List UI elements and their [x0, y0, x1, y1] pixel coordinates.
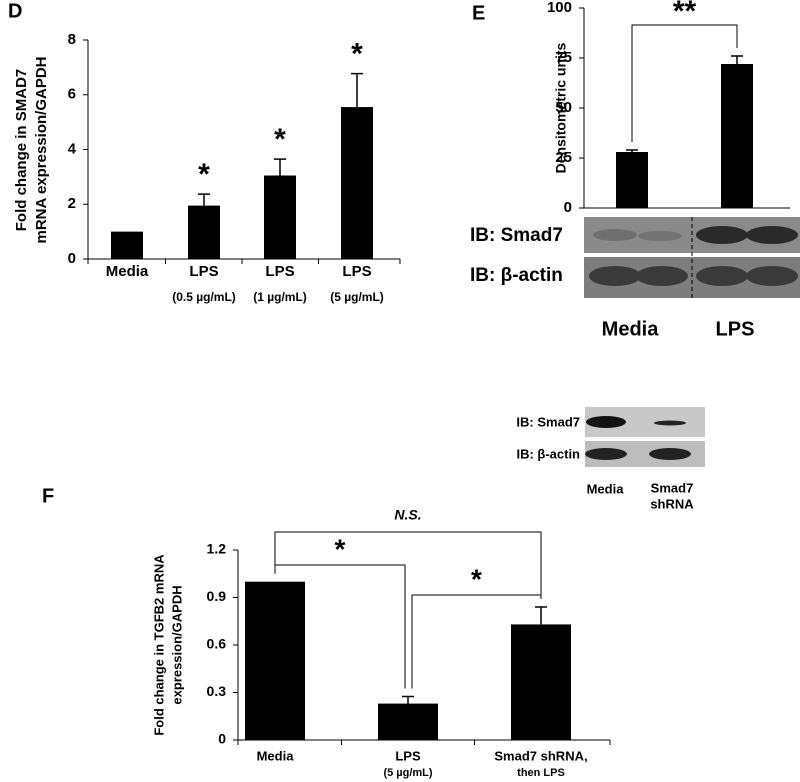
blot-inset: IB: Smad7 IB: β-actin Media Smad7 shRNA [516, 407, 705, 511]
lane-label: shRNA [650, 496, 694, 511]
significance-mark: * [351, 38, 363, 71]
comparison-label: N.S. [394, 507, 421, 523]
error-bar [731, 55, 743, 64]
y-tick-label: 0.6 [207, 636, 227, 652]
y-tick-label: 0 [68, 250, 76, 267]
y-tick-label: 75 [555, 49, 572, 66]
error-bar [274, 158, 286, 176]
y-tick-label: 4 [68, 140, 77, 157]
bar [511, 624, 571, 740]
y-axis-label: Fold change in TGFB2 mRNA [151, 554, 166, 736]
y-tick-label: 1.2 [207, 541, 227, 557]
x-tick-label: LPS [265, 263, 294, 280]
bar [616, 152, 648, 208]
x-tick-label: Smad7 shRNA, [494, 748, 587, 763]
panel-letter: E [472, 2, 485, 24]
error-bar [535, 606, 547, 625]
lane-label: LPS [716, 318, 755, 340]
x-tick-label: Media [257, 748, 295, 763]
y-tick-label: 100 [547, 0, 572, 16]
y-axis-label: expression/GAPDH [169, 585, 184, 704]
x-tick-note: (1 µg/mL) [253, 290, 307, 304]
significance-mark: * [198, 158, 210, 191]
blot-row-label: IB: β-actin [470, 265, 563, 286]
y-tick-label: 50 [555, 99, 572, 116]
y-axis-label: Densitometric units [553, 42, 569, 173]
panel-letter: D [8, 0, 22, 22]
y-tick-label: 25 [555, 149, 572, 166]
lane-label: Media [602, 318, 660, 340]
bar [245, 581, 305, 740]
y-tick-label: 8 [68, 31, 76, 48]
bar [341, 107, 373, 259]
comparison-label: * [335, 533, 346, 564]
error-bar [402, 695, 414, 704]
panel-letter: F [42, 485, 54, 507]
y-tick-label: 0 [564, 199, 572, 216]
comparison-bracket [631, 24, 738, 142]
y-tick-label: 0.9 [207, 588, 227, 604]
x-tick-label: LPS [395, 748, 421, 763]
bar [378, 703, 438, 740]
bar [111, 231, 143, 259]
x-tick-label: LPS [342, 263, 371, 280]
y-axis-label: mRNA expression/GAPDH [33, 57, 50, 244]
y-tick-label: 6 [68, 86, 76, 103]
blot-row-label: IB: Smad7 [516, 414, 580, 429]
blot-row-label: IB: Smad7 [470, 225, 563, 246]
comparison-label: * [471, 563, 482, 594]
bar [721, 64, 753, 208]
lane-label: Smad7 [651, 480, 694, 495]
lane-label: Media [587, 481, 625, 496]
x-tick-note: (0.5 µg/mL) [172, 290, 236, 304]
comparison-label: ** [673, 0, 697, 28]
y-tick-label: 2 [68, 195, 76, 212]
y-tick-label: 0.3 [207, 683, 227, 699]
comparison-bracket [274, 531, 542, 599]
error-bar [198, 193, 210, 206]
error-bar [626, 149, 638, 152]
blot-e [584, 217, 800, 298]
error-bar [351, 72, 363, 108]
significance-mark: * [274, 123, 286, 156]
x-tick-note: (5 µg/mL) [383, 767, 432, 779]
x-tick-note: (5 µg/mL) [330, 290, 384, 304]
y-axis-label: Fold change in SMAD7 [13, 69, 30, 232]
bar [188, 205, 220, 259]
x-tick-label: LPS [189, 263, 218, 280]
bar [264, 175, 296, 259]
x-tick-label: Media [106, 263, 149, 280]
blot-row-label: IB: β-actin [516, 446, 580, 461]
y-tick-label: 0 [218, 731, 226, 747]
x-tick-note: then LPS [517, 767, 565, 779]
